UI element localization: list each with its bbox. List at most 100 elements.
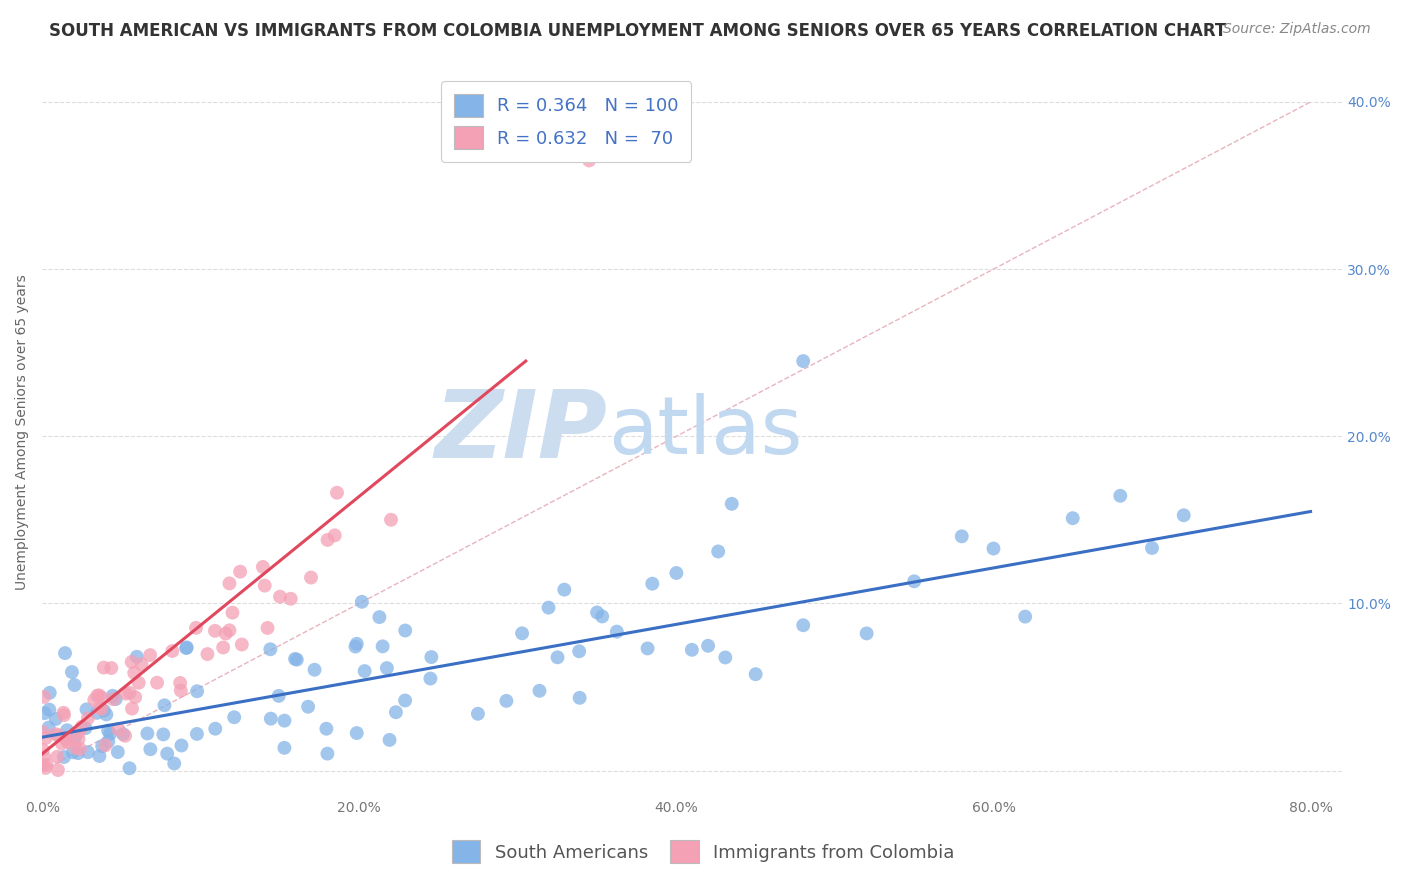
Point	[256, 621, 278, 635]
Point	[260, 712, 283, 726]
Point	[344, 640, 367, 654]
Text: Source: ZipAtlas.com: Source: ZipAtlas.com	[1223, 22, 1371, 37]
Point	[89, 700, 111, 714]
Point	[56, 735, 79, 749]
Point	[297, 699, 319, 714]
Point	[45, 727, 67, 741]
Point	[380, 513, 402, 527]
Point	[510, 626, 533, 640]
Point	[697, 639, 720, 653]
Point	[316, 533, 339, 547]
Point	[280, 591, 302, 606]
Point	[48, 728, 70, 742]
Point	[89, 689, 111, 703]
Point	[218, 624, 240, 638]
Point	[385, 705, 408, 719]
Point	[394, 693, 416, 707]
Point	[90, 690, 112, 705]
Point	[170, 739, 193, 753]
Point	[51, 736, 73, 750]
Point	[32, 749, 55, 764]
Point	[31, 743, 53, 757]
Point	[221, 606, 243, 620]
Point	[70, 720, 93, 734]
Point	[553, 582, 575, 597]
Point	[118, 761, 141, 775]
Point	[218, 576, 240, 591]
Point	[316, 747, 339, 761]
Point	[184, 621, 207, 635]
Point	[983, 541, 1005, 556]
Point	[86, 706, 108, 720]
Point	[38, 721, 60, 735]
Point	[107, 745, 129, 759]
Point	[707, 544, 730, 558]
Point	[792, 354, 814, 368]
Point	[136, 726, 159, 740]
Point	[97, 734, 120, 748]
Point	[55, 731, 77, 746]
Point	[169, 676, 191, 690]
Point	[101, 689, 124, 703]
Point	[714, 650, 737, 665]
Point	[53, 750, 76, 764]
Point	[91, 739, 114, 754]
Point	[174, 641, 197, 656]
Point	[641, 576, 664, 591]
Point	[163, 756, 186, 771]
Point	[38, 703, 60, 717]
Point	[35, 757, 58, 772]
Point	[273, 740, 295, 755]
Point	[529, 683, 551, 698]
Point	[568, 690, 591, 705]
Point	[1014, 609, 1036, 624]
Point	[231, 638, 253, 652]
Point	[114, 729, 136, 743]
Point	[606, 624, 628, 639]
Point	[118, 686, 141, 700]
Point	[186, 727, 208, 741]
Point	[267, 689, 290, 703]
Point	[56, 732, 79, 747]
Point	[197, 647, 219, 661]
Point	[371, 640, 394, 654]
Point	[56, 723, 79, 738]
Point	[60, 665, 83, 679]
Point	[162, 644, 184, 658]
Point	[495, 694, 517, 708]
Legend: South Americans, Immigrants from Colombia: South Americans, Immigrants from Colombi…	[443, 831, 963, 872]
Point	[186, 684, 208, 698]
Point	[353, 664, 375, 678]
Point	[950, 529, 973, 543]
Point	[67, 732, 90, 747]
Point	[98, 727, 121, 741]
Point	[103, 692, 125, 706]
Point	[67, 746, 90, 760]
Point	[176, 640, 198, 655]
Point	[52, 708, 75, 723]
Point	[1173, 508, 1195, 523]
Point	[273, 714, 295, 728]
Point	[112, 727, 135, 741]
Point	[52, 706, 75, 720]
Point	[346, 637, 368, 651]
Point	[378, 732, 401, 747]
Point	[350, 595, 373, 609]
Point	[375, 661, 398, 675]
Point	[93, 660, 115, 674]
Point	[35, 731, 58, 745]
Point	[269, 590, 291, 604]
Point	[591, 609, 613, 624]
Point	[45, 712, 67, 726]
Point	[419, 672, 441, 686]
Point	[125, 649, 148, 664]
Text: ZIP: ZIP	[434, 386, 607, 478]
Point	[83, 693, 105, 707]
Y-axis label: Unemployment Among Seniors over 65 years: Unemployment Among Seniors over 65 years	[15, 274, 30, 590]
Point	[259, 642, 281, 657]
Point	[252, 560, 274, 574]
Point	[93, 704, 115, 718]
Point	[76, 711, 98, 725]
Point	[32, 690, 55, 704]
Point	[34, 761, 56, 775]
